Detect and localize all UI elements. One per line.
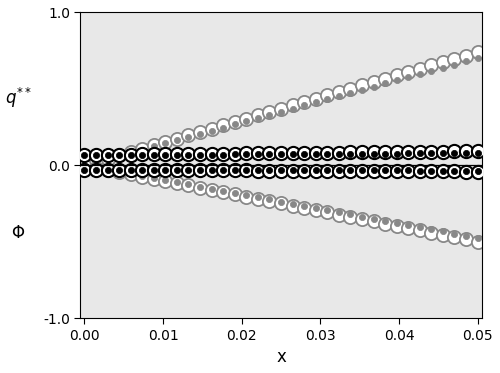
X-axis label: x: x (276, 348, 286, 366)
Text: $q^{**}$: $q^{**}$ (5, 86, 32, 110)
Text: $\Phi$: $\Phi$ (11, 223, 26, 241)
